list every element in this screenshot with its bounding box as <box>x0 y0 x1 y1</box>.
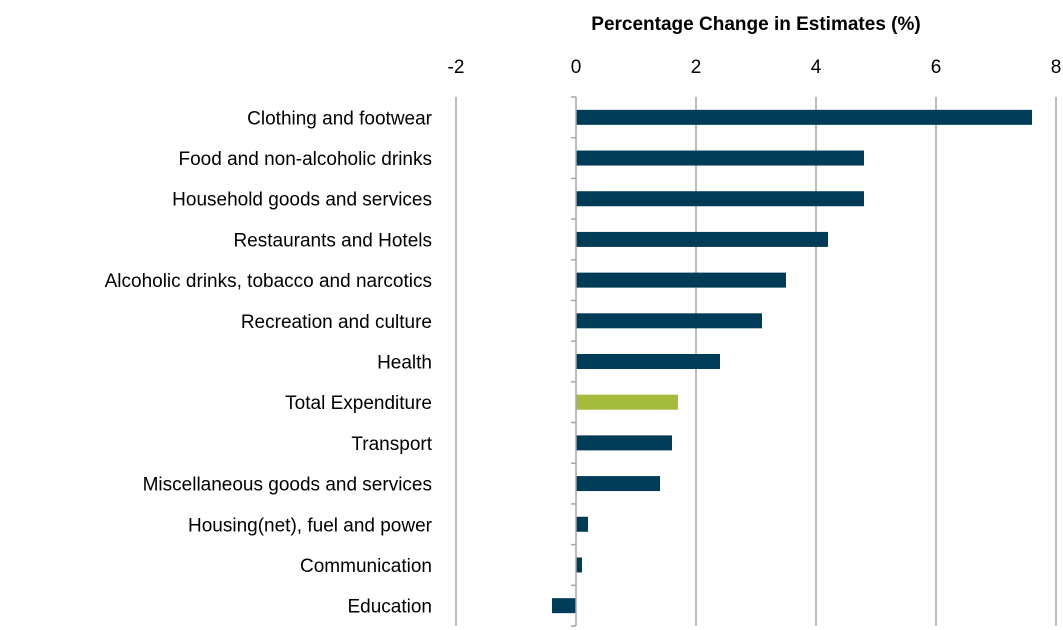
category-label: Household goods and services <box>172 190 432 211</box>
bar <box>576 394 678 410</box>
x-tick-label: 0 <box>571 57 582 78</box>
category-labels: Clothing and footwear Food and non-alcoho… <box>105 108 433 617</box>
x-tick-label: 2 <box>691 57 702 78</box>
category-label: Total Expenditure <box>285 393 432 414</box>
bar <box>576 231 828 247</box>
category-label: Education <box>347 597 432 618</box>
bar <box>576 476 660 492</box>
bar <box>576 150 864 166</box>
category-label: Restaurants and Hotels <box>233 230 432 251</box>
category-label: Health <box>377 353 432 374</box>
bar <box>552 598 576 614</box>
bar <box>576 354 720 369</box>
category-label: Housing(net), fuel and power <box>188 515 433 536</box>
x-axis-title: Percentage Change in Estimates (%) <box>591 14 921 35</box>
x-tick-label: 8 <box>1051 57 1062 78</box>
bar <box>576 313 762 329</box>
bar <box>576 191 864 207</box>
x-tick-label: 4 <box>811 57 822 78</box>
category-label: Communication <box>300 556 432 577</box>
bar <box>576 272 786 288</box>
category-label: Miscellaneous goods and services <box>143 475 432 496</box>
category-label: Clothing and footwear <box>247 108 433 129</box>
grid-lines <box>455 97 1057 626</box>
bar <box>576 435 672 451</box>
bar <box>576 557 582 573</box>
x-tick-label: -2 <box>448 57 465 78</box>
bar <box>576 109 1032 125</box>
bar <box>576 516 588 532</box>
y-axis <box>571 96 577 627</box>
category-label: Transport <box>351 434 432 455</box>
category-label: Food and non-alcoholic drinks <box>179 149 433 170</box>
category-label: Alcoholic drinks, tobacco and narcotics <box>105 271 432 292</box>
category-label: Recreation and culture <box>241 312 432 333</box>
x-axis-ticks: -2 0 2 4 6 8 <box>448 57 1062 78</box>
bars <box>552 109 1032 614</box>
x-tick-label: 6 <box>931 57 942 78</box>
